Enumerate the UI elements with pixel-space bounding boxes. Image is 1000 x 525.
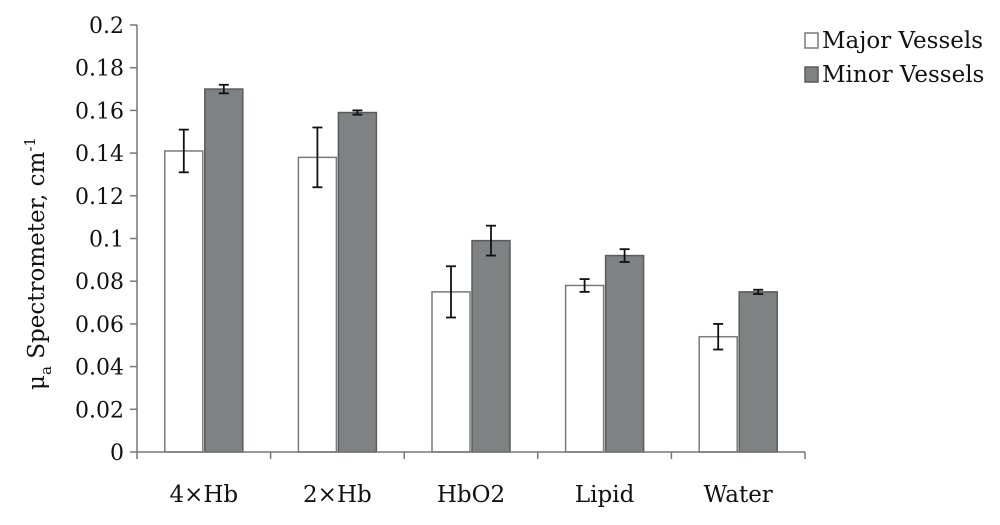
legend-label-major-vessels: Major Vessels	[822, 28, 983, 54]
error-bars	[178, 83, 764, 351]
y-axis-ticks: 0 0.02 0.04 0.06 0.08 0.1 0.12 0.14 0.16 0.18 0.2	[75, 14, 806, 466]
category-label: 2×Hb	[303, 482, 372, 508]
bar-major-vessels-1	[297, 156, 338, 453]
bars	[164, 88, 778, 453]
y-tick-label: 0.04	[75, 356, 124, 381]
y-tick-label: 0.12	[75, 185, 124, 210]
y-tick-label: 0	[110, 441, 124, 466]
y-tick-label: 0.02	[75, 398, 124, 423]
y-tick-label: 0.14	[75, 142, 124, 167]
y-axis-title-subscript: a	[37, 366, 55, 375]
y-tick-label: 0.1	[89, 228, 124, 253]
bar-minor-vessels-3	[604, 254, 645, 453]
y-axis-title-superscript: -1	[21, 137, 39, 152]
y-axis-title-main: μ	[24, 375, 50, 390]
bar-major-vessels-4	[698, 335, 738, 453]
bar-minor-vessels-1	[337, 111, 378, 453]
y-axis-title-rest: Spectrometer, cm	[24, 151, 50, 366]
category-label: Lipid	[575, 482, 635, 508]
category-labels: 4×Hb 2×Hb HbO2 Lipid Water	[169, 482, 772, 508]
category-label: HbO2	[437, 482, 505, 508]
y-tick-label: 0.16	[75, 99, 124, 124]
bar-minor-vessels-4	[738, 291, 778, 453]
y-tick-label: 0.06	[75, 313, 124, 338]
y-tick-label: 0.2	[89, 14, 124, 39]
bar-major-vessels-3	[564, 284, 605, 453]
legend-swatch-minor-vessels	[804, 66, 819, 83]
y-tick-label: 0.18	[75, 57, 124, 82]
legend-swatch-major-vessels	[804, 32, 819, 49]
bar-major-vessels-2	[431, 291, 471, 453]
bar-major-vessels-0	[164, 150, 204, 453]
bar-minor-vessels-2	[471, 239, 511, 453]
y-axis-title: μa Spectrometer, cm-1	[21, 137, 55, 390]
y-tick-label: 0.08	[75, 270, 124, 295]
category-label: 4×Hb	[169, 482, 238, 508]
bar-minor-vessels-0	[204, 88, 244, 453]
category-label: Water	[704, 482, 773, 508]
legend: Major Vessels Minor Vessels	[804, 28, 984, 88]
legend-label-minor-vessels: Minor Vessels	[822, 62, 984, 88]
